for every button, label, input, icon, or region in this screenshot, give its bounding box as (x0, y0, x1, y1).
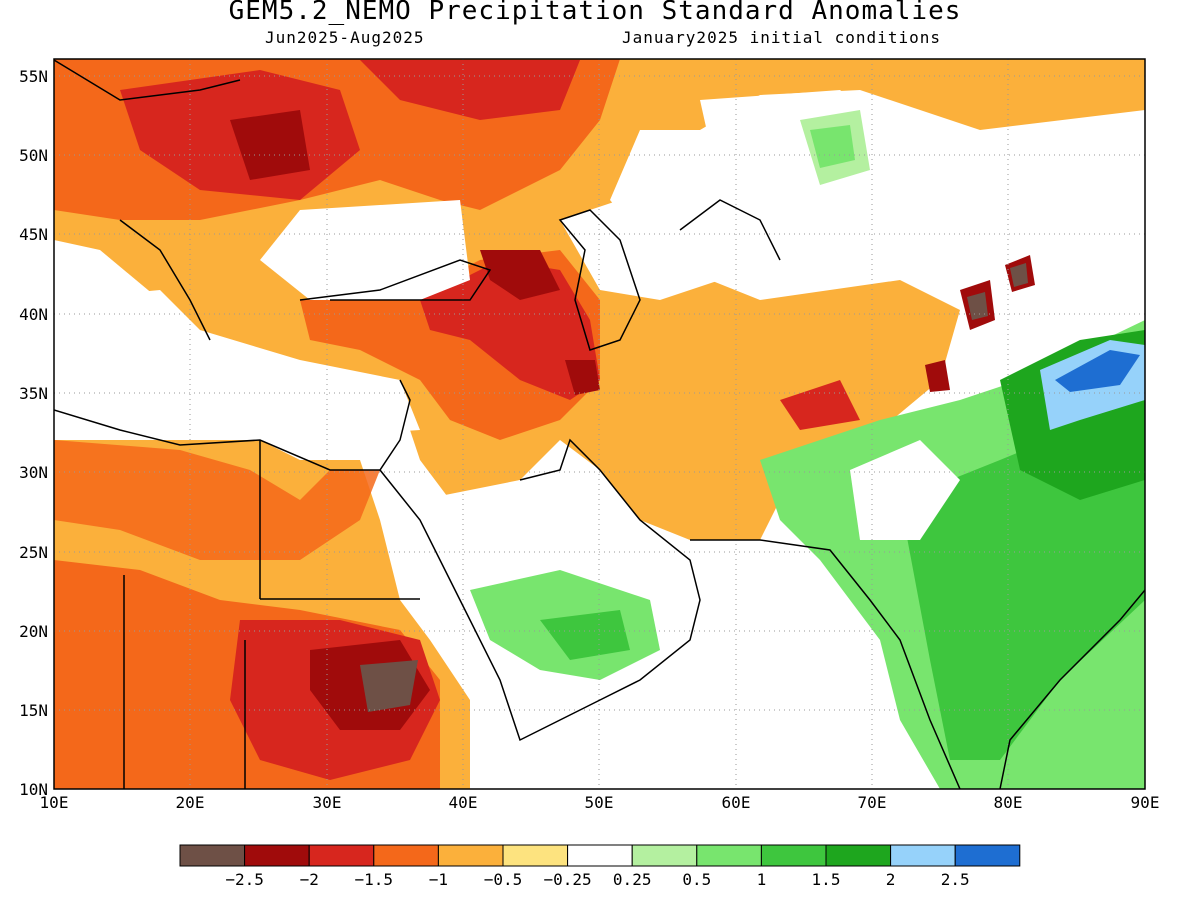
legend-swatch (373, 844, 439, 867)
initial-conditions: January2025 initial conditions (622, 28, 941, 47)
legend-swatch (437, 844, 504, 867)
coastlines (54, 59, 1145, 789)
lat-tick: 30N (19, 463, 48, 482)
lon-tick: 90E (1131, 793, 1160, 812)
legend-label: 0.25 (613, 870, 652, 889)
legend-swatch (567, 844, 633, 867)
lat-tick: 20N (19, 622, 48, 641)
legend-label: −2.5 (225, 870, 264, 889)
legend-swatch (308, 844, 375, 867)
lon-tick: 50E (585, 793, 614, 812)
legend-swatch (179, 844, 246, 867)
map-frame (53, 58, 1146, 790)
legend-label: −0.5 (484, 870, 523, 889)
legend-label: 2.5 (941, 870, 970, 889)
lon-tick: 20E (176, 793, 205, 812)
legend-swatch (954, 844, 1021, 867)
legend-label: −1 (429, 870, 448, 889)
lon-tick: 60E (722, 793, 751, 812)
legend-swatch (502, 844, 569, 867)
map-title: GEM5.2_NEMO Precipitation Standard Anoma… (228, 0, 962, 26)
grid-lines (54, 59, 1145, 789)
lon-tick: 80E (994, 793, 1023, 812)
lon-tick: 10E (40, 793, 69, 812)
legend-label: −0.25 (544, 870, 592, 889)
lon-tick: 40E (449, 793, 478, 812)
lat-tick: 15N (19, 701, 48, 720)
lon-axis: 10E 20E 30E 40E 50E 60E 70E 80E 90E (40, 793, 1160, 812)
legend-label: 2 (886, 870, 896, 889)
legend-swatch (890, 844, 956, 867)
lat-tick: 50N (19, 146, 48, 165)
legend-swatch (825, 844, 892, 867)
forecast-period: Jun2025-Aug2025 (265, 28, 425, 47)
lat-tick: 45N (19, 225, 48, 244)
color-legend: −2.5 −2 −1.5 −1 −0.5 −0.25 0.25 0.5 1 1.5 2 2.5 (179, 844, 1021, 889)
legend-swatch (760, 844, 827, 867)
legend-swatch (244, 844, 310, 867)
legend-label: 1 (757, 870, 767, 889)
lat-tick: 35N (19, 384, 48, 403)
legend-swatch (696, 844, 762, 867)
lon-tick: 70E (858, 793, 887, 812)
lat-tick: 40N (19, 305, 48, 324)
lon-tick: 30E (313, 793, 342, 812)
legend-label: −2 (300, 870, 319, 889)
lat-axis: 10N 15N 20N 25N 30N 35N 40N 45N 50N 55N (19, 67, 48, 799)
lat-tick: 25N (19, 543, 48, 562)
legend-label: 0.5 (682, 870, 711, 889)
legend-swatch (631, 844, 698, 867)
lat-tick: 55N (19, 67, 48, 86)
legend-label: −1.5 (355, 870, 394, 889)
lat-tick: 10N (19, 780, 48, 799)
legend-label: 1.5 (812, 870, 841, 889)
